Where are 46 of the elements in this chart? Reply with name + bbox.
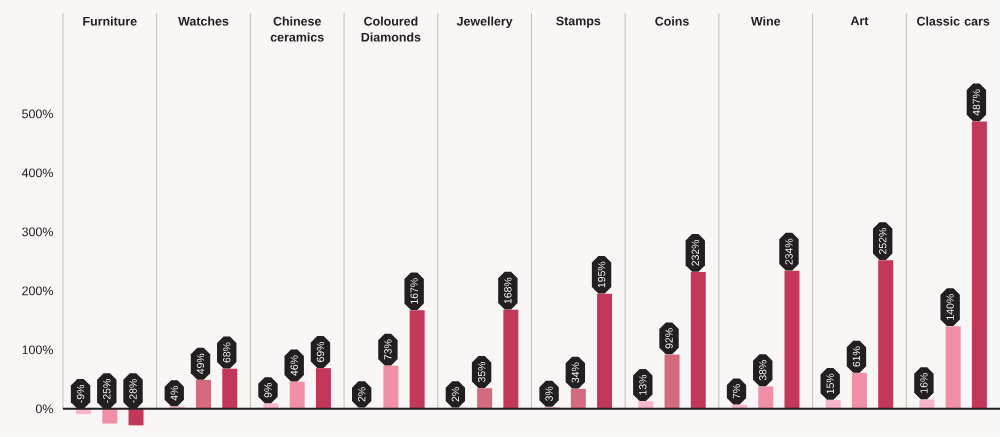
x-tick-label: Watches bbox=[178, 16, 229, 26]
data-label: 38% bbox=[759, 360, 767, 381]
data-label: 35% bbox=[477, 362, 486, 383]
data-label: 252% bbox=[879, 228, 887, 255]
data-label: 73% bbox=[384, 339, 392, 360]
data-label: -9% bbox=[76, 385, 85, 403]
y-tick-label: 500% bbox=[22, 109, 53, 119]
x-tick-label: Chinese ceramics bbox=[270, 16, 324, 42]
data-label: -28% bbox=[129, 379, 137, 403]
y-tick-label: 400% bbox=[21, 168, 53, 178]
data-label: 61% bbox=[852, 346, 861, 367]
data-label: 15% bbox=[826, 373, 834, 394]
x-tick-label: Coloured Diamonds bbox=[361, 16, 421, 42]
y-tick-label: 200% bbox=[22, 286, 53, 296]
x-tick-label: Art bbox=[850, 16, 869, 26]
data-label: 68% bbox=[223, 342, 231, 363]
data-label: 168% bbox=[504, 277, 512, 304]
data-label: 92% bbox=[665, 328, 673, 349]
y-tick-label: 0% bbox=[35, 404, 53, 414]
data-label: 140% bbox=[946, 294, 954, 320]
x-tick-label: Classic cars bbox=[917, 16, 990, 26]
x-tick-label: Jewellery bbox=[456, 16, 513, 29]
x-tick-label: Wine bbox=[750, 16, 781, 26]
data-label: 49% bbox=[196, 353, 205, 375]
y-tick-label: 100% bbox=[22, 345, 53, 355]
data-label: 9% bbox=[264, 383, 272, 398]
data-label: 34% bbox=[571, 362, 580, 383]
data-label: 167% bbox=[410, 278, 418, 305]
data-label: 13% bbox=[639, 375, 647, 395]
data-label: 3% bbox=[545, 386, 553, 402]
data-label: -25% bbox=[103, 379, 111, 403]
data-label: 195% bbox=[597, 261, 606, 288]
data-label: 46% bbox=[290, 355, 298, 376]
x-tick-label: Stamps bbox=[556, 16, 601, 28]
data-label: 487% bbox=[972, 89, 981, 116]
data-label: 7% bbox=[732, 384, 741, 399]
y-tick-label: 300% bbox=[22, 227, 53, 237]
data-label: 2% bbox=[451, 387, 460, 402]
data-label: 234% bbox=[785, 238, 793, 265]
data-label: 232% bbox=[691, 240, 699, 266]
data-label: 2% bbox=[358, 387, 366, 402]
x-tick-label: Furniture bbox=[83, 16, 137, 26]
data-label: 69% bbox=[316, 342, 325, 363]
data-label: 16% bbox=[920, 373, 928, 394]
x-tick-label: Coins bbox=[655, 16, 689, 26]
data-label: 4% bbox=[170, 386, 178, 401]
